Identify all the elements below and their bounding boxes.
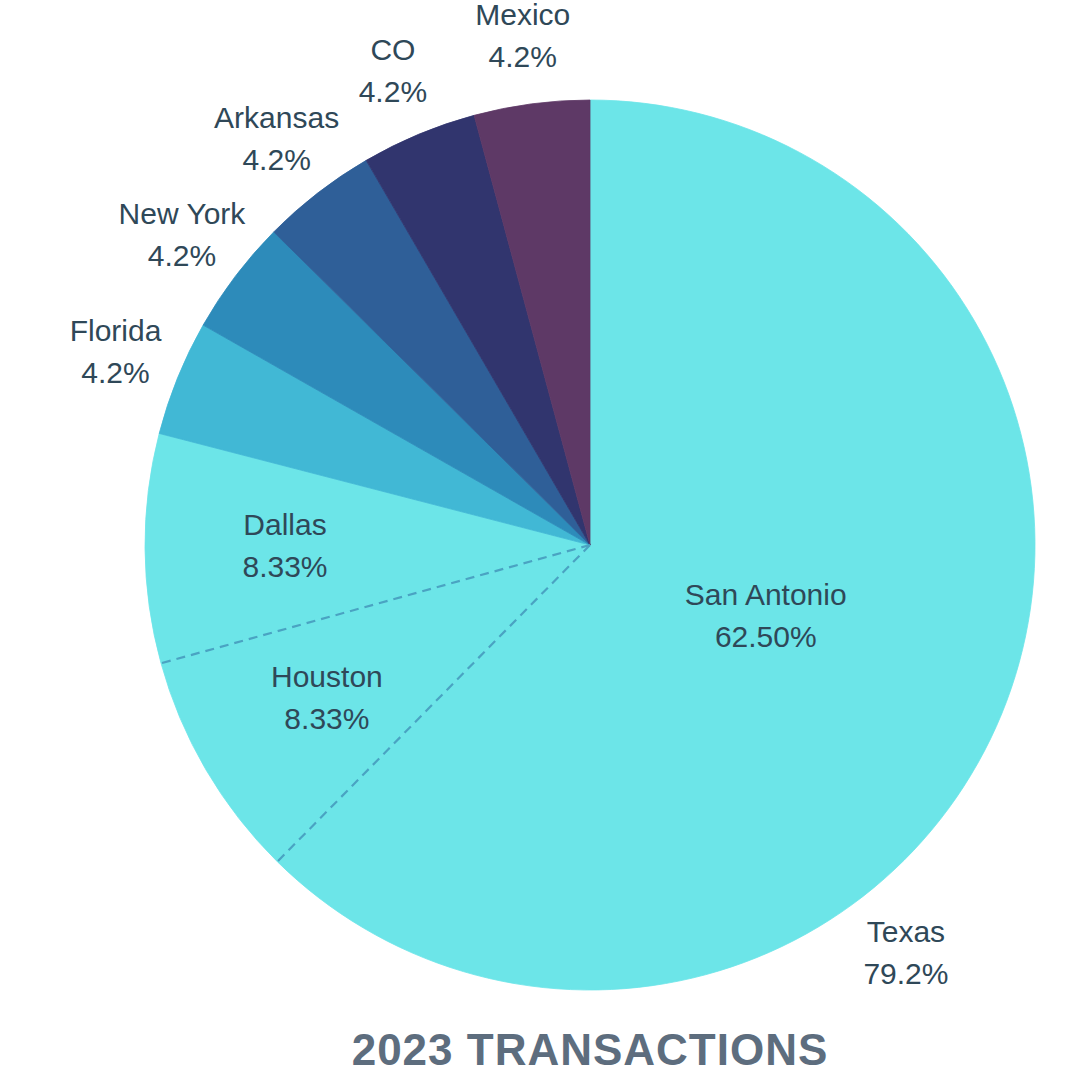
slice-value-label: 4.2% [81, 356, 149, 389]
slice-value-label: 8.33% [284, 702, 369, 735]
slice-label: Arkansas [214, 101, 339, 134]
slice-label: New York [119, 197, 247, 230]
group-label: Texas 79.2% [863, 915, 948, 990]
slice-label: Houston [271, 660, 383, 693]
labels: San Antonio 62.50% Houston 8.33% Dallas 8.33%… [70, 0, 847, 735]
group-value: 79.2% [863, 957, 948, 990]
slice-label: Dallas [243, 508, 326, 541]
group-name: Texas [867, 915, 945, 948]
slice-value-label: 4.2% [148, 239, 216, 272]
pie-slice [474, 100, 590, 545]
slice-value-label: 62.50% [715, 620, 817, 653]
slice-value-label: 4.2% [489, 40, 557, 73]
slice-value-label: 4.2% [242, 143, 310, 176]
slice-label: San Antonio [685, 578, 847, 611]
chart-svg: San Antonio 62.50% Houston 8.33% Dallas 8.33%… [0, 0, 1080, 1080]
group: Texas 79.2% [161, 545, 948, 990]
slice-value-label: 4.2% [359, 75, 427, 108]
group-separator [277, 545, 590, 862]
group-separator [161, 545, 590, 663]
chart-container: San Antonio 62.50% Houston 8.33% Dallas 8.33%… [0, 0, 1080, 1080]
slice-label: CO [370, 33, 415, 66]
slice-label: Florida [70, 314, 162, 347]
slice-label: Mexico [475, 0, 570, 31]
slices [145, 100, 1035, 990]
slice-value-label: 8.33% [242, 550, 327, 583]
chart-title: 2023 TRANSACTIONS [352, 1025, 829, 1074]
